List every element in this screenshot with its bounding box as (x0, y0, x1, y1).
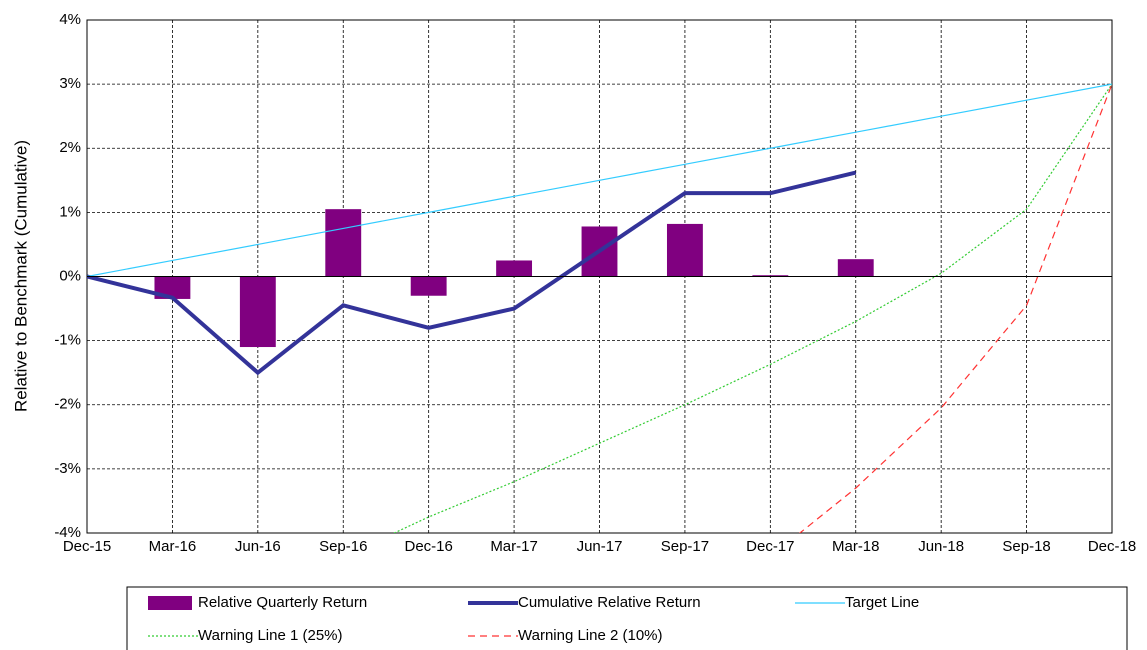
legend-box (126, 586, 1128, 650)
legend-label: Cumulative Relative Return (518, 594, 701, 611)
bar (325, 209, 362, 277)
plot-series (87, 83, 1112, 533)
x-tick-label: Sep-18 (1002, 538, 1050, 555)
line (392, 83, 1112, 533)
x-tick-label: Dec-16 (404, 538, 452, 555)
x-tick-label: Mar-16 (149, 538, 197, 555)
y-tick-label: 3% (59, 75, 81, 92)
bar (496, 260, 533, 277)
bar (239, 276, 276, 348)
x-tick-label: Mar-17 (490, 538, 538, 555)
legend-label: Relative Quarterly Return (198, 594, 367, 611)
bar (410, 276, 447, 296)
legend-swatch (148, 596, 192, 610)
legend-label: Warning Line 2 (10%) (518, 627, 663, 644)
y-tick-label: -2% (54, 396, 81, 413)
legend-label: Target Line (845, 594, 919, 611)
y-tick-label: 2% (59, 139, 81, 156)
x-tick-label: Mar-18 (832, 538, 880, 555)
bar (666, 223, 703, 277)
line (87, 83, 1112, 278)
line (87, 170, 857, 376)
x-tick-label: Sep-17 (661, 538, 709, 555)
legend-label: Warning Line 1 (25%) (198, 627, 343, 644)
y-tick-label: 1% (59, 203, 81, 220)
line (798, 83, 1112, 533)
x-tick-label: Dec-17 (746, 538, 794, 555)
bar (154, 276, 191, 299)
bar (837, 259, 874, 277)
x-tick-label: Jun-17 (577, 538, 623, 555)
bar (752, 275, 789, 277)
x-tick-label: Dec-18 (1088, 538, 1136, 555)
y-tick-label: 0% (59, 267, 81, 284)
y-tick-label: 4% (59, 11, 81, 28)
y-tick-label: -1% (54, 332, 81, 349)
x-tick-label: Sep-16 (319, 538, 367, 555)
y-tick-label: -4% (54, 524, 81, 541)
x-tick-label: Jun-16 (235, 538, 281, 555)
y-tick-label: -3% (54, 460, 81, 477)
y-axis-label: Relative to Benchmark (Cumulative) (11, 140, 30, 412)
x-tick-label: Jun-18 (918, 538, 964, 555)
x-tick-label: Dec-15 (63, 538, 111, 555)
